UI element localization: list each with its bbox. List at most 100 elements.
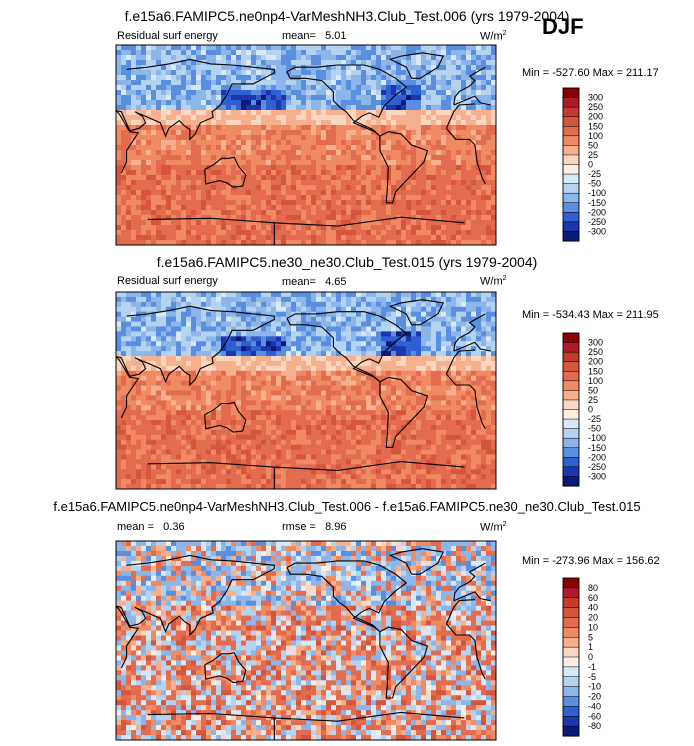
field-cell xyxy=(291,190,297,196)
field-cell xyxy=(176,95,182,101)
field-cell xyxy=(146,120,152,126)
field-cell xyxy=(381,70,387,76)
field-cell xyxy=(351,45,357,51)
field-cell xyxy=(241,405,247,411)
field-cell xyxy=(141,225,147,231)
field-cell xyxy=(381,165,387,171)
field-cell xyxy=(366,145,372,151)
field-cell xyxy=(416,306,422,313)
field-cell xyxy=(396,50,402,56)
field-cell xyxy=(381,301,387,308)
field-cell xyxy=(426,90,432,96)
field-cell xyxy=(166,50,172,56)
field-cell xyxy=(256,105,262,111)
field-cell xyxy=(211,175,217,181)
field-cell xyxy=(356,380,362,387)
field-cell xyxy=(266,400,272,406)
field-cell xyxy=(261,180,267,186)
field-cell xyxy=(461,95,467,101)
field-cell xyxy=(191,215,197,221)
field-cell xyxy=(231,50,237,56)
field-cell xyxy=(146,301,152,308)
field-cell xyxy=(371,165,377,171)
field-cell xyxy=(486,175,492,181)
field-cell xyxy=(166,70,172,76)
field-cell xyxy=(296,220,302,226)
field-cell xyxy=(491,155,496,161)
field-cell xyxy=(241,190,247,196)
field-cell xyxy=(366,65,372,71)
field-cell xyxy=(321,150,327,156)
field-cell xyxy=(491,100,496,106)
field-cell xyxy=(406,45,412,51)
field-cell xyxy=(286,105,292,111)
field-cell xyxy=(471,351,477,357)
field-cell xyxy=(116,331,122,337)
field-cell xyxy=(371,150,377,156)
field-cell xyxy=(456,356,462,362)
field-cell xyxy=(426,351,432,357)
field-cell xyxy=(296,115,302,121)
field-cell xyxy=(381,100,387,106)
field-cell xyxy=(396,301,402,308)
field-cell xyxy=(436,336,442,342)
field-cell xyxy=(161,215,167,221)
field-cell xyxy=(391,370,397,377)
field-cell xyxy=(186,321,192,328)
field-cell xyxy=(176,405,182,411)
field-cell xyxy=(231,55,237,61)
field-cell xyxy=(431,65,437,71)
field-cell xyxy=(486,205,492,211)
field-cell xyxy=(186,370,192,377)
field-cell xyxy=(336,120,342,126)
field-cell xyxy=(236,360,242,367)
field-cell xyxy=(336,150,342,156)
field-cell xyxy=(276,165,282,171)
field-cell xyxy=(426,380,432,387)
field-cell xyxy=(436,346,442,352)
field-cell xyxy=(431,316,437,323)
field-cell xyxy=(266,375,272,382)
field-cell xyxy=(146,220,152,226)
field-cell xyxy=(221,316,227,323)
field-cell xyxy=(191,292,197,298)
field-cell xyxy=(331,356,337,362)
field-cell xyxy=(396,292,402,298)
field-cell xyxy=(241,385,247,392)
panel-1-mean-value: 5.01 xyxy=(325,30,347,42)
field-cell xyxy=(431,400,437,406)
field-cell xyxy=(246,306,252,313)
field-cell xyxy=(311,150,317,156)
field-cell xyxy=(231,95,237,101)
field-cell xyxy=(351,125,357,131)
field-cell xyxy=(221,346,227,352)
field-cell xyxy=(286,240,292,245)
field-cell xyxy=(366,215,372,221)
field-cell xyxy=(426,145,432,151)
field-cell xyxy=(116,400,122,406)
field-cell xyxy=(186,331,192,337)
field-cell xyxy=(336,210,342,216)
field-cell xyxy=(301,215,307,221)
field-cell xyxy=(271,326,277,332)
field-cell xyxy=(376,130,382,136)
field-cell xyxy=(186,351,192,357)
field-cell xyxy=(161,175,167,181)
field-cell xyxy=(391,311,397,318)
field-cell xyxy=(471,100,477,106)
field-cell xyxy=(241,380,247,387)
field-cell xyxy=(291,225,297,231)
field-cell xyxy=(471,180,477,186)
field-cell xyxy=(391,230,397,236)
field-cell xyxy=(351,155,357,161)
field-cell xyxy=(116,90,122,96)
field-cell xyxy=(211,326,217,332)
field-cell xyxy=(336,100,342,106)
field-cell xyxy=(446,370,452,377)
field-cell xyxy=(141,170,147,176)
field-cell xyxy=(491,390,496,397)
field-cell xyxy=(381,311,387,318)
field-cell xyxy=(356,370,362,377)
field-cell xyxy=(391,60,397,66)
field-cell xyxy=(426,375,432,382)
